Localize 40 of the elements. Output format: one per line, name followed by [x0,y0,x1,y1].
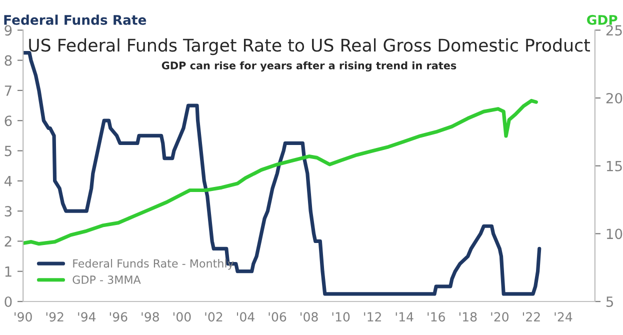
y-tick-label: 6 [4,116,12,126]
chart-title: US Federal Funds Target Rate to US Real Gross Domestic Product [29,38,590,56]
y-tick-label: 4 [4,176,12,186]
x-tick-label: '16 [428,312,445,322]
x-tick-label: '06 [268,312,286,322]
x-tick-label: '92 [46,312,64,322]
y-tick-label: 7 [4,86,12,96]
x-tick-label: '98 [142,312,159,322]
y-tick-label: 1 [5,266,12,277]
x-tick-label: '24 [554,312,572,322]
x-tick-label: '90 [14,312,32,322]
x-tick-label: '94 [78,312,96,322]
x-tick-label: '22 [522,312,540,322]
y-tick-label: 9 [4,25,12,36]
x-tick-label: '96 [110,312,128,322]
line-series [23,98,538,246]
y2-tick-label: 20 [606,92,622,104]
y-tick-label: 2 [4,236,12,246]
y2-tick-label: 10 [606,228,622,240]
x-tick-label: '02 [205,312,222,322]
legend-label: Federal Funds Rate - Monthly [73,259,234,270]
y-tick-label: 8 [4,55,12,66]
y-axis-title: Federal Funds Rate [4,14,146,25]
y2-tick-label: 5 [606,296,614,307]
y2-axis-title: GDP [587,14,618,25]
y2-tick-label: 25 [606,25,622,36]
x-tick-label: '00 [173,312,191,322]
x-tick-label: '12 [364,312,381,322]
y-tick-label: 5 [4,146,12,156]
y2-tick-label: 15 [606,160,622,172]
x-tick-label: '04 [236,312,254,322]
x-tick-label: '20 [491,312,508,322]
x-tick-label: '10 [332,312,350,322]
x-tick-label: '08 [300,312,318,322]
legend-label: GDP - 3MMA [72,276,141,284]
text: GDP can rise for years after a rising trend in rates [162,61,456,72]
x-tick-label: '18 [459,312,477,322]
x-tick-label: '14 [396,312,414,322]
y-tick-label: 3 [4,206,12,217]
y-tick-label: 0 [4,296,12,307]
